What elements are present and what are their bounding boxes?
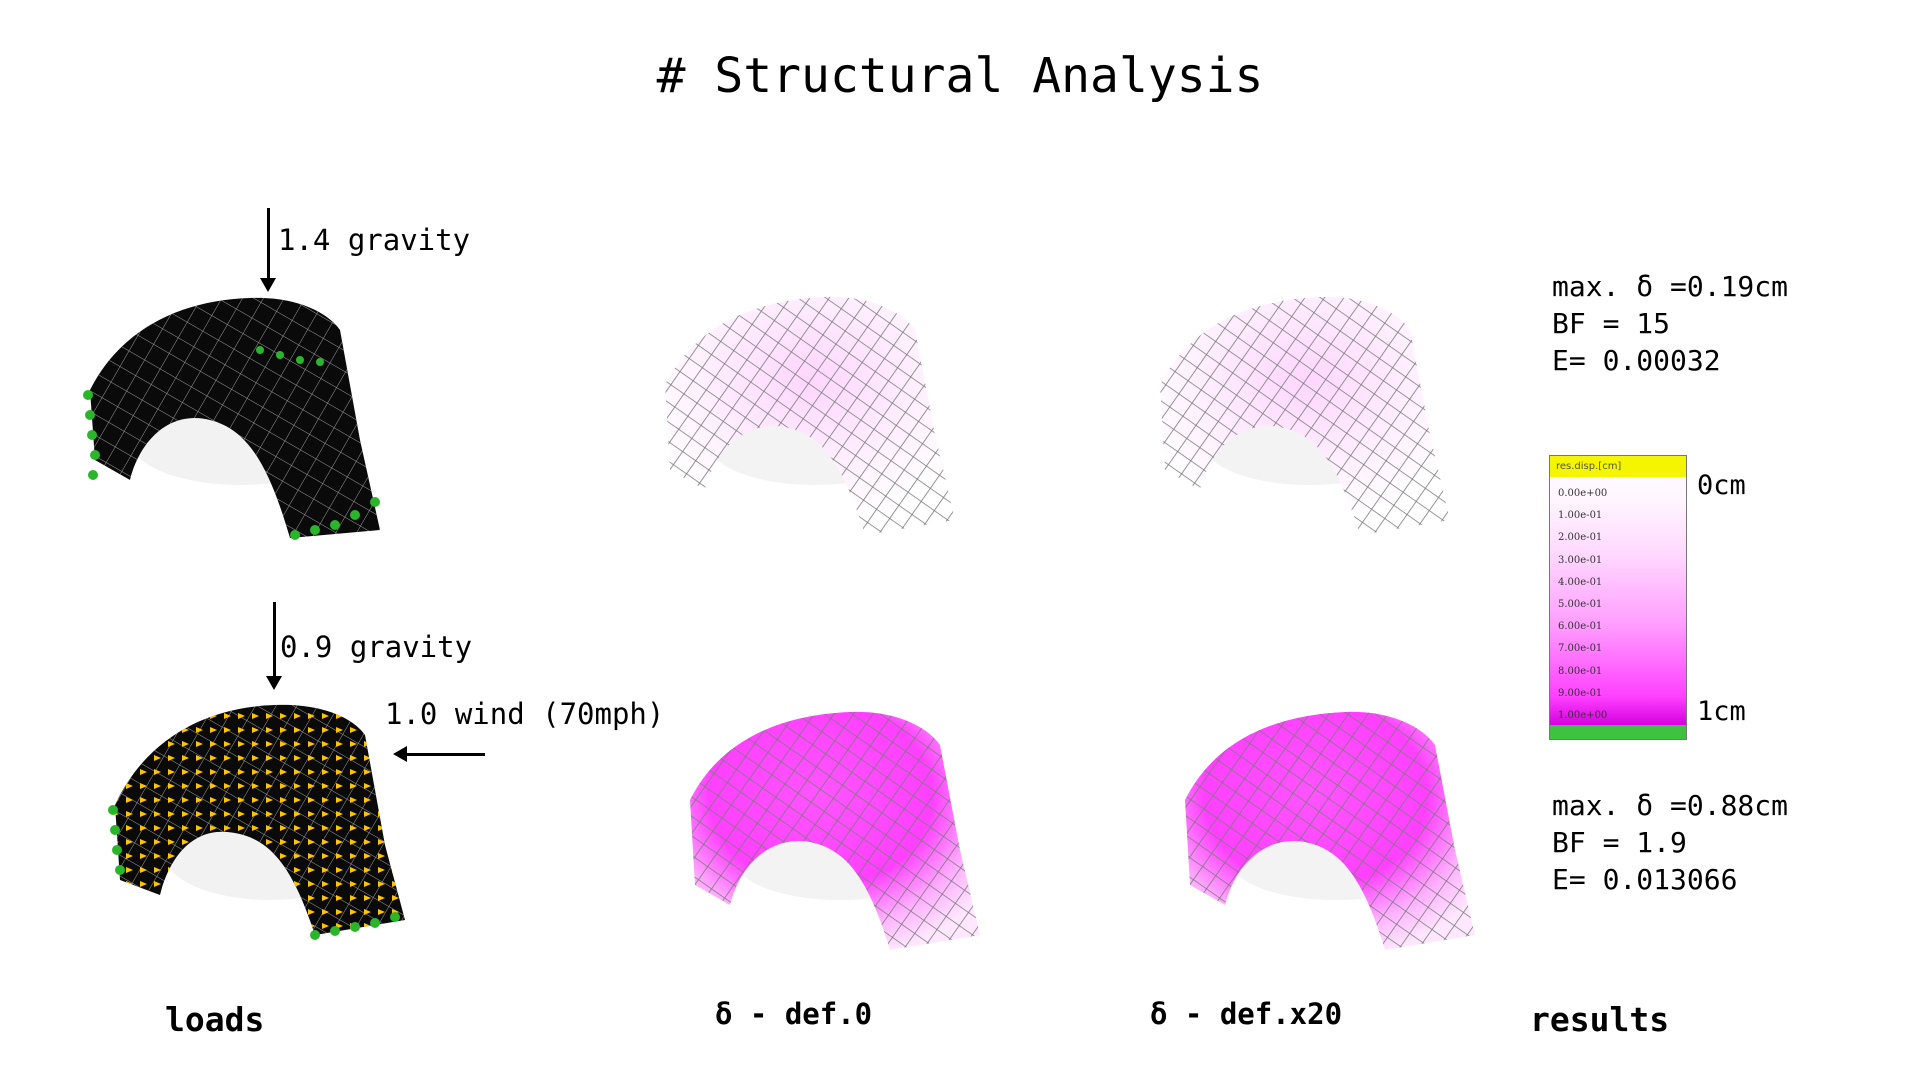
legend-tick: 1.00e+00 xyxy=(1558,709,1608,721)
max-delta-case2: max. δ =0.88cm xyxy=(1552,789,1789,822)
shell-def0-bottom xyxy=(690,711,980,950)
gravity-label-bottom: 0.9 gravity xyxy=(280,630,473,664)
legend-tick: 0.00e+00 xyxy=(1558,488,1608,499)
page-title: # Structural Analysis xyxy=(656,48,1264,104)
color-legend: res.disp.[cm] 0.00e+00 1.00e-01 2.00e-01… xyxy=(1549,455,1687,740)
caption-defx20: δ - def.x20 xyxy=(1150,997,1343,1031)
bf-case1: BF = 15 xyxy=(1552,307,1671,340)
caption-def0: δ - def.0 xyxy=(715,997,873,1031)
shell-def0-top xyxy=(665,296,955,535)
legend-tick: 1.00e-01 xyxy=(1558,510,1603,522)
e-case2: E= 0.013066 xyxy=(1552,863,1738,896)
legend-max-label: 1cm xyxy=(1697,696,1746,727)
legend-footer xyxy=(1550,725,1686,739)
legend-tick: 4.00e-01 xyxy=(1558,576,1603,588)
gravity-arrow-bottom xyxy=(266,602,282,690)
max-delta-case1: max. δ =0.19cm xyxy=(1552,270,1789,303)
legend-header: res.disp.[cm] xyxy=(1550,456,1686,477)
caption-results: results xyxy=(1530,1000,1670,1039)
e-case1: E= 0.00032 xyxy=(1552,344,1721,377)
legend-tick: 2.00e-01 xyxy=(1558,532,1603,544)
legend-tick: 6.00e-01 xyxy=(1558,621,1603,633)
legend-ticks: 0.00e+00 1.00e-01 2.00e-01 3.00e-01 4.00… xyxy=(1558,483,1607,727)
legend-tick: 7.00e-01 xyxy=(1558,643,1603,655)
legend-min-label: 0cm xyxy=(1697,470,1746,501)
wind-arrow xyxy=(393,746,485,762)
results-case2: max. δ =0.88cm BF = 1.9 E= 0.013066 xyxy=(1552,787,1788,898)
gravity-arrow-top xyxy=(260,208,276,292)
gravity-label-top: 1.4 gravity xyxy=(278,223,471,257)
legend-tick: 9.00e-01 xyxy=(1558,687,1603,699)
wind-label: 1.0 wind (70mph) xyxy=(385,697,665,731)
shell-loads-top xyxy=(83,297,380,540)
shell-defx20-bottom xyxy=(1185,711,1475,950)
shell-defx20-top xyxy=(1160,296,1450,535)
legend-tick: 3.00e-01 xyxy=(1558,554,1603,566)
shell-loads-bottom xyxy=(108,704,405,940)
bf-case2: BF = 1.9 xyxy=(1552,826,1687,859)
legend-tick: 8.00e-01 xyxy=(1558,665,1603,677)
legend-tick: 5.00e-01 xyxy=(1558,598,1603,610)
caption-loads: loads xyxy=(165,1000,265,1039)
results-case1: max. δ =0.19cm BF = 15 E= 0.00032 xyxy=(1552,268,1788,379)
